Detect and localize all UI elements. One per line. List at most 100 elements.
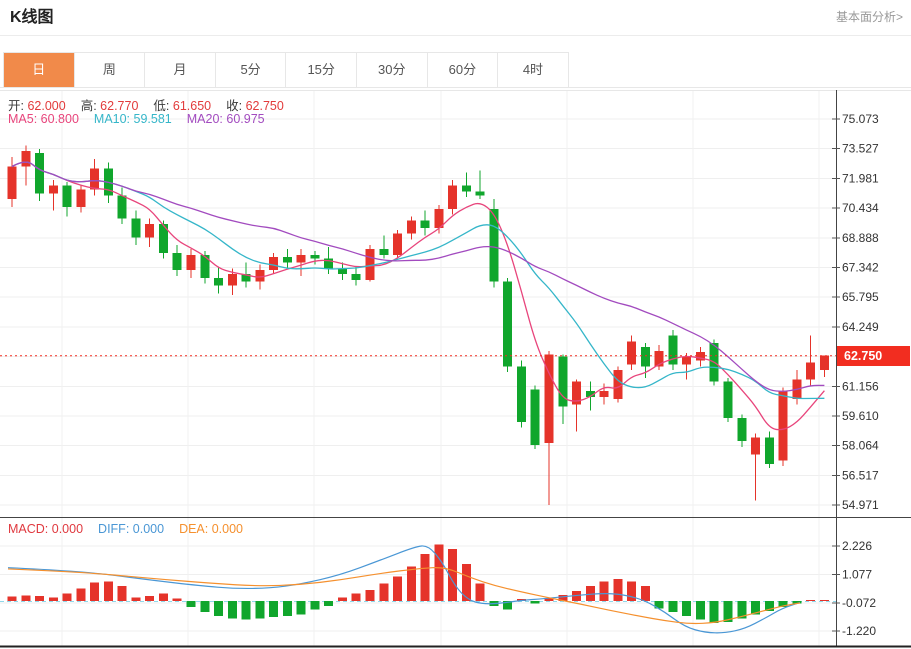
candle-body — [90, 168, 100, 190]
candle-body — [751, 437, 761, 455]
candle-body — [668, 335, 678, 365]
candle-body — [48, 185, 58, 194]
macd-bar — [90, 582, 100, 601]
candle-body — [117, 195, 127, 219]
candle-body — [764, 437, 774, 465]
macd-bar — [337, 597, 347, 601]
macd-bar — [76, 588, 86, 601]
macd-histogram — [7, 544, 829, 624]
macd-bar — [778, 601, 788, 608]
tab-interval-4[interactable]: 15分 — [286, 53, 357, 87]
candle-body — [145, 224, 155, 238]
candle-body — [585, 391, 595, 397]
candle-body — [544, 354, 554, 444]
price-tick-label: 64.249 — [842, 320, 879, 334]
tab-interval-6[interactable]: 60分 — [427, 53, 499, 87]
tab-interval-1[interactable]: 周 — [74, 53, 146, 87]
macd-axis-labels: 2.226 1.077 -0.072 -1.220 — [832, 539, 876, 638]
macd-bar — [792, 601, 802, 604]
macd-bar — [434, 544, 444, 601]
macd-tick-label: -0.072 — [842, 596, 876, 610]
macd-bar — [282, 601, 292, 616]
macd-bar — [764, 601, 774, 611]
tab-interval-5[interactable]: 30分 — [356, 53, 428, 87]
kline-chart[interactable]: 75.073 73.527 71.981 70.434 68.888 67.342 65.7… — [0, 90, 911, 649]
tab-interval-7[interactable]: 4时 — [498, 53, 569, 87]
candle-body — [654, 350, 664, 367]
candle-body — [723, 381, 733, 419]
macd-bar — [255, 601, 265, 619]
macd-bar — [131, 597, 141, 601]
candle-body — [434, 208, 444, 228]
macd-bar — [448, 549, 458, 601]
fundamental-analysis-link[interactable]: 基本面分析> — [835, 10, 903, 24]
price-tick-label: 68.888 — [842, 231, 879, 245]
candle-body — [172, 252, 182, 271]
macd-bar — [296, 601, 306, 615]
macd-bar — [640, 586, 650, 601]
page-title: K线图 — [10, 9, 54, 26]
candle-body — [62, 185, 72, 207]
tab-interval-2[interactable]: 月 — [145, 53, 216, 87]
macd-bar — [227, 601, 237, 619]
macd-bar — [393, 576, 403, 601]
candle-body — [310, 254, 320, 259]
candle-body — [572, 381, 582, 405]
macd-bar — [379, 583, 389, 601]
candle-body — [627, 341, 637, 365]
candle-body — [489, 208, 499, 282]
candle-body — [269, 256, 279, 271]
macd-tick-label: 1.077 — [842, 567, 872, 581]
macd-bar — [324, 601, 334, 606]
candle-body — [255, 270, 265, 282]
candle-body — [682, 356, 692, 365]
candle-body — [819, 355, 829, 371]
macd-bar — [365, 589, 375, 601]
candle-body — [241, 274, 251, 282]
price-tick-label: 54.971 — [842, 498, 879, 512]
diff-line — [7, 545, 801, 634]
macd-tick-label: 2.226 — [842, 539, 872, 553]
macd-bar — [21, 595, 31, 601]
price-tick-label: 59.610 — [842, 409, 879, 423]
chart-frame — [0, 90, 911, 648]
price-tick-label: 67.342 — [842, 260, 879, 274]
candle-body — [7, 166, 17, 200]
candle-body — [214, 277, 224, 286]
candle-body — [131, 218, 141, 238]
macd-bar — [172, 598, 182, 601]
macd-bar — [654, 601, 664, 609]
ma10-line — [11, 161, 825, 400]
macd-bar — [475, 583, 485, 601]
candle-body — [324, 258, 334, 269]
chart-area: 75.073 73.527 71.981 70.434 68.888 67.342 65.7… — [0, 90, 911, 649]
candle-body — [21, 151, 31, 167]
candle-body — [420, 220, 430, 228]
macd-bar — [351, 593, 361, 601]
macd-bar — [420, 554, 430, 601]
candle-body — [503, 281, 513, 367]
current-price-badge: 62.750 — [837, 346, 910, 366]
candle-body — [158, 224, 168, 253]
titlebar: K线图 基本面分析> — [0, 0, 911, 36]
macd-bar — [737, 601, 747, 619]
price-tick-label: 61.156 — [842, 379, 879, 393]
candle-body — [406, 220, 416, 234]
macd-bar — [806, 600, 816, 601]
macd-bar — [627, 581, 637, 601]
tab-interval-0[interactable]: 日 — [4, 53, 75, 87]
macd-bar — [117, 586, 127, 601]
price-tick-label: 58.064 — [842, 439, 879, 453]
price-tick-label: 71.981 — [842, 171, 879, 185]
macd-bar — [819, 600, 829, 601]
macd-bar — [613, 578, 623, 601]
macd-bar — [200, 601, 210, 613]
candles — [7, 145, 829, 506]
macd-bar — [7, 596, 17, 601]
candle-body — [186, 254, 196, 271]
tab-interval-3[interactable]: 5分 — [215, 53, 287, 87]
candle-body — [227, 274, 237, 286]
macd-bar — [585, 586, 595, 601]
macd-bar — [35, 596, 45, 601]
macd-bar — [158, 593, 168, 601]
